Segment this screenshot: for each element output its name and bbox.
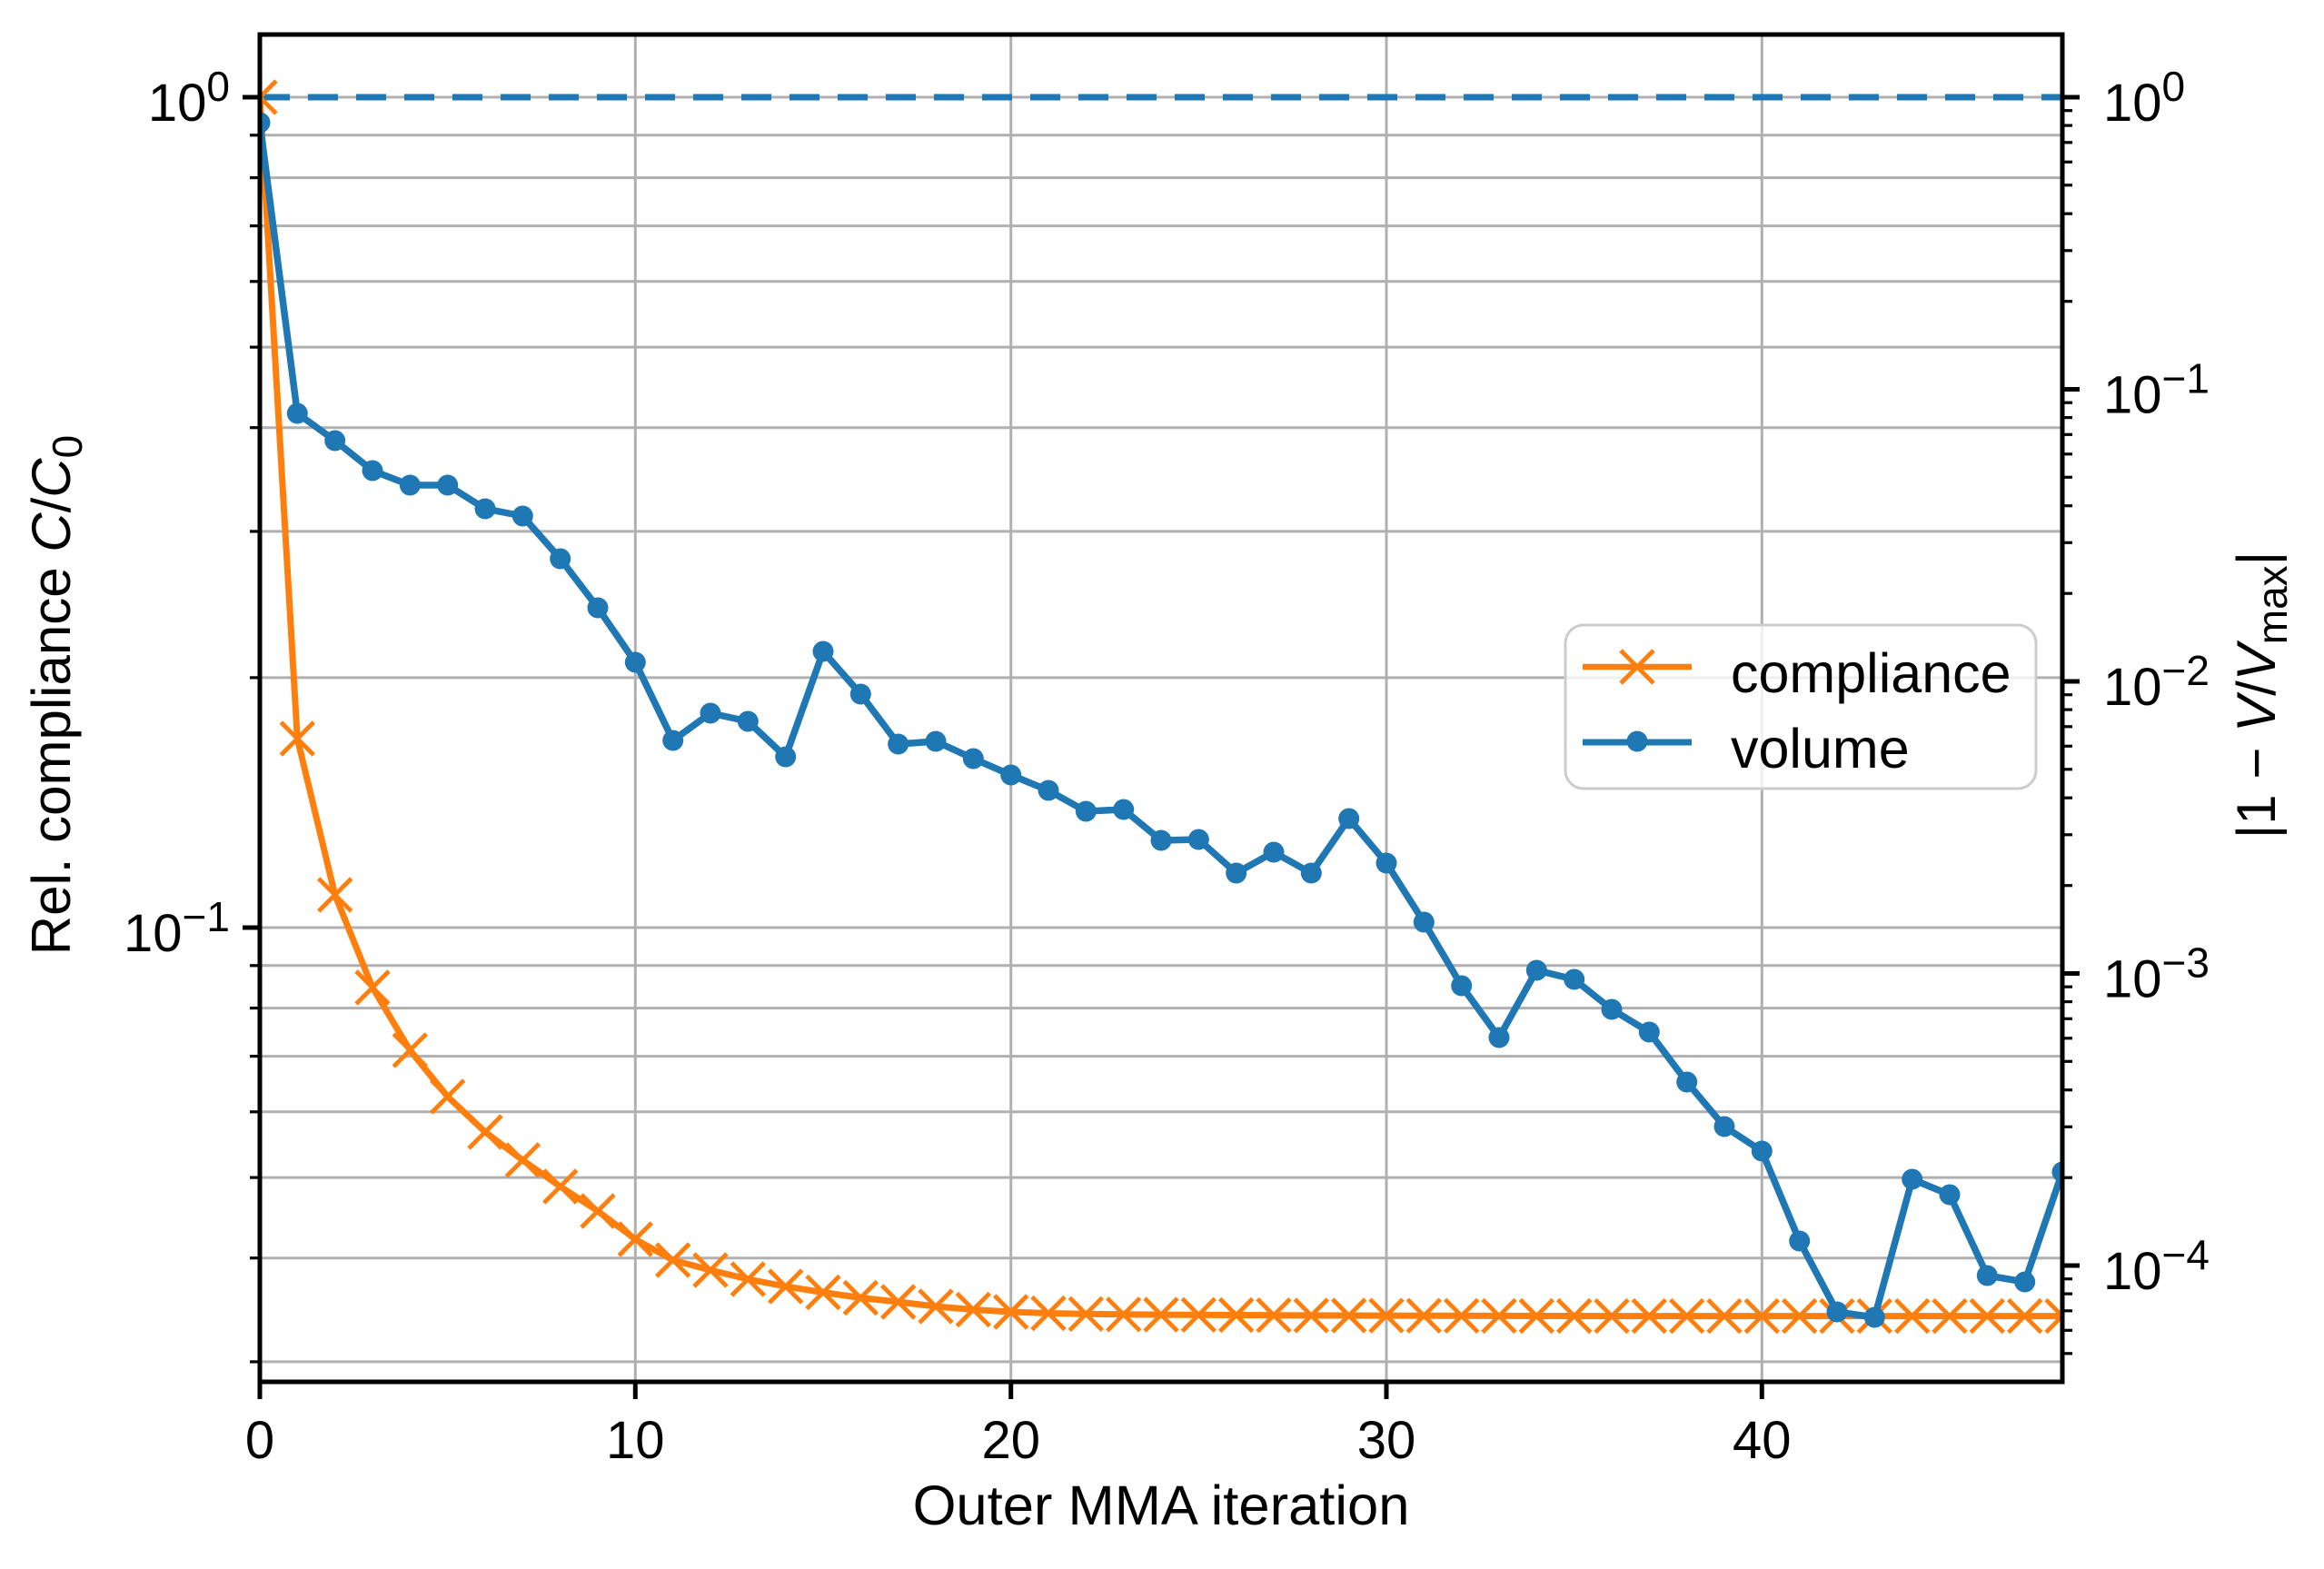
svg-text:volume: volume bbox=[1731, 718, 1910, 780]
svg-text:|1 − V/Vmax|: |1 − V/Vmax| bbox=[2226, 551, 2296, 839]
svg-text:10−3: 10−3 bbox=[2103, 939, 2210, 1009]
svg-text:compliance: compliance bbox=[1731, 642, 2011, 704]
svg-text:20: 20 bbox=[981, 1411, 1040, 1470]
svg-text:Outer MMA iteration: Outer MMA iteration bbox=[913, 1475, 1410, 1537]
svg-text:30: 30 bbox=[1357, 1411, 1416, 1470]
svg-text:10−1: 10−1 bbox=[2103, 355, 2210, 425]
svg-text:10: 10 bbox=[606, 1411, 665, 1470]
svg-text:Rel. compliance C/C0: Rel. compliance C/C0 bbox=[21, 435, 91, 955]
svg-text:40: 40 bbox=[1733, 1411, 1792, 1470]
svg-text:0: 0 bbox=[245, 1411, 274, 1470]
svg-text:10−4: 10−4 bbox=[2103, 1231, 2210, 1301]
